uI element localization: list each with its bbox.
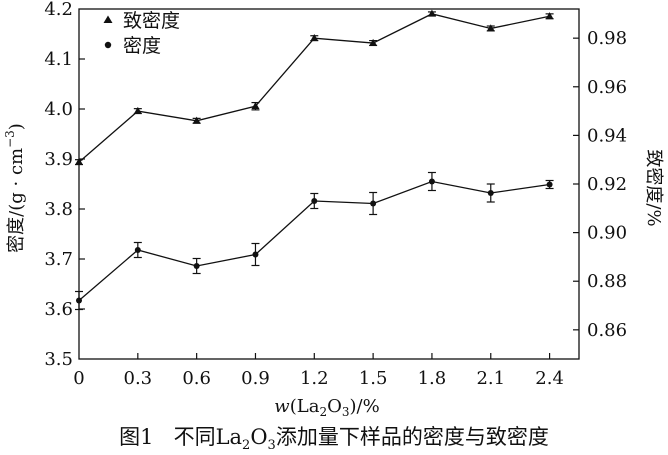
data-point — [192, 116, 201, 124]
left-axis: 3.5 3.6 3.7 3.8 3.9 4.0 4.1 4.2 — [44, 0, 85, 370]
figure-caption: 图1 不同La2O3添加量下样品的密度与致密度 — [0, 421, 668, 453]
data-point — [251, 102, 260, 110]
left-tick-label: 3.8 — [44, 199, 73, 220]
caption-prefix: 不同La — [173, 425, 243, 449]
x-tick-label: 0.3 — [124, 368, 153, 389]
left-axis-title-sup: −3 — [3, 130, 17, 148]
x-axis-title-var: w — [274, 396, 290, 417]
left-tick-label: 4.2 — [44, 0, 73, 20]
right-tick-label: 0.98 — [587, 28, 627, 49]
caption-suffix: 添加量下样品的密度与致密度 — [275, 425, 549, 449]
left-tick-label: 4.0 — [44, 99, 73, 120]
left-tick-label: 3.7 — [44, 249, 73, 270]
caption-sub2: 3 — [267, 438, 276, 454]
right-axis-title: 致密度/% — [643, 149, 664, 226]
x-tick-label: 1.2 — [300, 368, 329, 389]
legend-marker-triangle — [103, 15, 113, 23]
plot-border — [78, 8, 580, 360]
data-point — [370, 200, 377, 207]
data-point — [252, 251, 259, 258]
left-tick-label: 4.1 — [44, 49, 73, 70]
left-axis-title-close: ) — [6, 123, 27, 130]
x-axis-title: w(La2O3)/% — [274, 396, 379, 419]
legend-label: 密度 — [123, 35, 161, 57]
right-tick-label: 0.86 — [587, 320, 627, 341]
right-tick-label: 0.94 — [587, 125, 627, 146]
x-axis: 0 0.3 0.6 0.9 1.2 1.5 1.8 2.1 2.4 — [73, 353, 564, 389]
caption-fig-number: 图1 — [119, 425, 154, 449]
x-tick-label: 1.8 — [418, 368, 447, 389]
caption-mid: O — [250, 425, 268, 449]
left-tick-label: 3.5 — [44, 349, 73, 370]
x-tick-label: 2.4 — [535, 368, 564, 389]
data-point — [133, 106, 142, 114]
data-point — [486, 24, 495, 32]
x-tick-label: 2.1 — [476, 368, 505, 389]
right-tick-label: 0.92 — [587, 174, 627, 195]
series-relative-density — [75, 9, 554, 166]
data-point — [427, 9, 436, 17]
x-axis-title-sub1: 2 — [319, 405, 327, 419]
data-point — [311, 198, 318, 204]
x-axis-title-open: (La — [290, 396, 320, 417]
right-axis: 0.86 0.88 0.90 0.92 0.94 0.96 0.98 — [573, 28, 627, 341]
legend-marker-circle — [104, 41, 112, 49]
x-axis-title-mid: O — [327, 396, 342, 417]
left-tick-label: 3.9 — [44, 149, 73, 170]
data-point — [545, 12, 554, 20]
caption-sub1: 2 — [242, 438, 251, 454]
left-axis-title: 密度/(g · cm−3) — [3, 123, 27, 253]
x-tick-label: 0.9 — [241, 368, 270, 389]
left-axis-title-main: 密度/(g · cm — [6, 148, 27, 253]
left-tick-label: 3.6 — [44, 299, 73, 320]
data-point — [193, 263, 200, 269]
data-point — [369, 38, 378, 46]
x-axis-title-sub2: 3 — [342, 405, 350, 419]
chart: 3.53.63.73.83.94.04.14.2 0.860.880.900.9… — [3, 0, 664, 419]
x-tick-label: 0 — [73, 368, 84, 389]
x-tick-label: 0.6 — [182, 368, 211, 389]
data-point — [546, 181, 553, 188]
data-point — [310, 33, 319, 41]
data-point — [487, 190, 494, 196]
x-axis-title-close: )/% — [349, 396, 379, 417]
data-point — [428, 178, 435, 185]
data-point — [76, 297, 82, 304]
right-tick-label: 0.90 — [587, 223, 627, 244]
series-density — [75, 171, 554, 311]
x-tick-label: 1.5 — [359, 368, 388, 389]
right-tick-label: 0.96 — [587, 77, 627, 98]
legend-label: 致密度 — [123, 10, 180, 32]
data-point — [134, 247, 141, 253]
plot-frame — [78, 8, 580, 360]
right-tick-label: 0.88 — [587, 271, 627, 292]
data-point — [75, 157, 83, 165]
series-layer — [75, 9, 554, 311]
